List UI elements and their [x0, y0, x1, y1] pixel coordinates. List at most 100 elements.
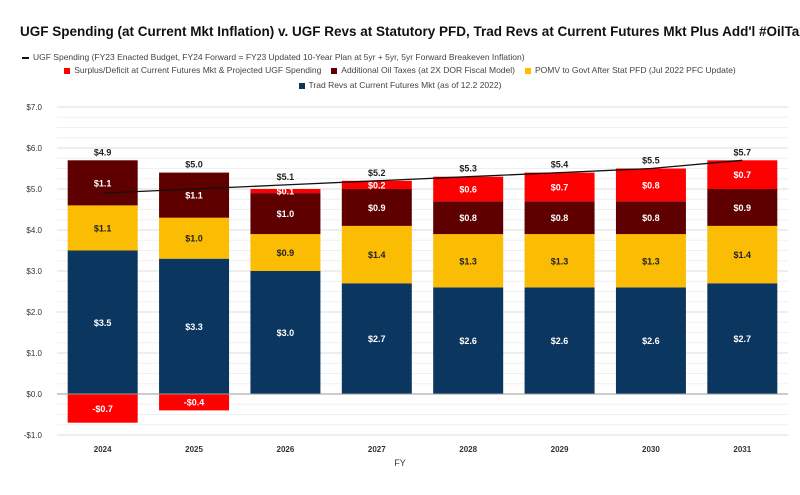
swatch — [298, 82, 305, 89]
data-label: $1.0 — [185, 234, 203, 244]
legend-label: Trad Revs at Current Futures Mkt (as of … — [308, 80, 502, 90]
line-swatch — [22, 56, 29, 59]
bar-segment — [159, 217, 230, 259]
data-label: $3.3 — [185, 322, 203, 332]
line-data-label: $5.5 — [642, 156, 660, 166]
data-label: $1.1 — [185, 191, 203, 201]
line-data-label: $5.2 — [368, 168, 386, 178]
line-data-label: $4.9 — [94, 147, 112, 157]
legend-item-oil-taxes: Additional Oil Taxes (at 2X DOR Fiscal M… — [331, 65, 515, 76]
y-tick-label: $5.0 — [26, 185, 42, 194]
y-tick-label: $6.0 — [26, 144, 42, 153]
data-label: -$0.4 — [184, 398, 205, 408]
data-label: $0.7 — [551, 182, 569, 192]
data-label: $1.3 — [642, 256, 660, 266]
swatch — [64, 67, 71, 74]
bar-segment — [433, 287, 504, 394]
y-tick-label: $3.0 — [26, 267, 42, 276]
ugf-spending-line — [102, 159, 743, 194]
bar-segment — [707, 283, 778, 394]
x-tick-label: 2025 — [185, 445, 203, 454]
bar-segment — [67, 394, 138, 423]
bar-segment — [250, 189, 321, 194]
bar-segment — [341, 283, 412, 394]
bar-segment — [615, 201, 686, 235]
data-label: -$0.7 — [92, 404, 113, 414]
data-label: $1.3 — [551, 256, 569, 266]
bar-segment — [707, 225, 778, 284]
data-label: $3.0 — [277, 328, 295, 338]
legend-row-2: Surplus/Deficit at Current Futures Mkt &… — [0, 65, 800, 76]
data-label: $2.6 — [642, 336, 660, 346]
bar-segment — [67, 250, 138, 394]
bar-segment — [159, 172, 230, 218]
data-label: $1.1 — [94, 223, 112, 233]
legend-row-1: UGF Spending (FY23 Enacted Budget, FY24 … — [0, 52, 800, 63]
data-label: $2.7 — [368, 334, 386, 344]
bar-segment — [524, 201, 595, 235]
bar-segment — [159, 394, 230, 411]
legend-row-3: Trad Revs at Current Futures Mkt (as of … — [0, 80, 800, 91]
data-label: $0.7 — [734, 170, 752, 180]
data-label: $0.9 — [734, 203, 752, 213]
legend-label: POMV to Govt After Stat PFD (Jul 2022 PF… — [534, 65, 736, 75]
bar-segment — [615, 287, 686, 394]
swatch — [331, 67, 338, 74]
chart-title: UGF Spending (at Current Mkt Inflation) … — [20, 24, 800, 39]
legend-label: Surplus/Deficit at Current Futures Mkt &… — [74, 65, 322, 75]
line-data-label: $5.1 — [277, 172, 295, 182]
y-tick-label: $4.0 — [26, 226, 42, 235]
bar-segment — [524, 172, 595, 202]
y-tick-label: $7.0 — [26, 103, 42, 112]
line-data-label: $5.3 — [459, 164, 477, 174]
bar-segment — [341, 180, 412, 189]
bar-segment — [615, 234, 686, 288]
bar-segment — [615, 168, 686, 202]
bar-segment — [433, 176, 504, 202]
x-tick-label: 2031 — [733, 445, 751, 454]
data-label: $0.8 — [642, 180, 660, 190]
y-tick-label: $2.0 — [26, 308, 42, 317]
line-data-label: $5.0 — [185, 160, 203, 170]
x-tick-label: 2026 — [277, 445, 295, 454]
bar-segment — [707, 160, 778, 189]
legend-item-ugf-spending: UGF Spending (FY23 Enacted Budget, FY24 … — [22, 52, 525, 63]
x-tick-label: 2028 — [459, 445, 477, 454]
legend-label: UGF Spending (FY23 Enacted Budget, FY24 … — [33, 52, 525, 62]
x-axis-label: FY — [394, 458, 406, 468]
data-label: $1.4 — [734, 250, 752, 260]
bar-segment — [341, 189, 412, 226]
data-label: $2.7 — [734, 334, 752, 344]
data-label: $0.8 — [551, 213, 569, 223]
x-tick-label: 2029 — [551, 445, 569, 454]
data-label: $2.6 — [551, 336, 569, 346]
data-label: $1.1 — [94, 178, 112, 188]
bar-segment — [67, 160, 138, 206]
bar-segment — [433, 234, 504, 288]
legend-label: Additional Oil Taxes (at 2X DOR Fiscal M… — [341, 65, 515, 75]
bar-segment — [524, 234, 595, 288]
data-label: $0.1 — [277, 187, 295, 197]
y-tick-label: $0.0 — [26, 390, 42, 399]
bar-segment — [250, 193, 321, 235]
bar-segment — [67, 205, 138, 251]
bar-segment — [707, 189, 778, 226]
data-label: $2.6 — [459, 336, 477, 346]
legend-item-pomv: POMV to Govt After Stat PFD (Jul 2022 PF… — [524, 65, 736, 76]
data-label: $0.9 — [368, 203, 386, 213]
data-label: $1.0 — [277, 209, 295, 219]
data-label: $1.4 — [368, 250, 386, 260]
legend-item-surplus: Surplus/Deficit at Current Futures Mkt &… — [64, 65, 321, 76]
x-tick-label: 2024 — [94, 445, 112, 454]
bar-segment — [433, 201, 504, 235]
bar-segment — [250, 234, 321, 271]
data-label: $0.9 — [277, 248, 295, 258]
y-tick-label: $1.0 — [26, 349, 42, 358]
bar-segment — [159, 258, 230, 394]
data-label: $0.2 — [368, 180, 386, 190]
data-label: $1.3 — [459, 256, 477, 266]
line-data-label: $5.4 — [551, 160, 569, 170]
bar-segment — [341, 225, 412, 284]
